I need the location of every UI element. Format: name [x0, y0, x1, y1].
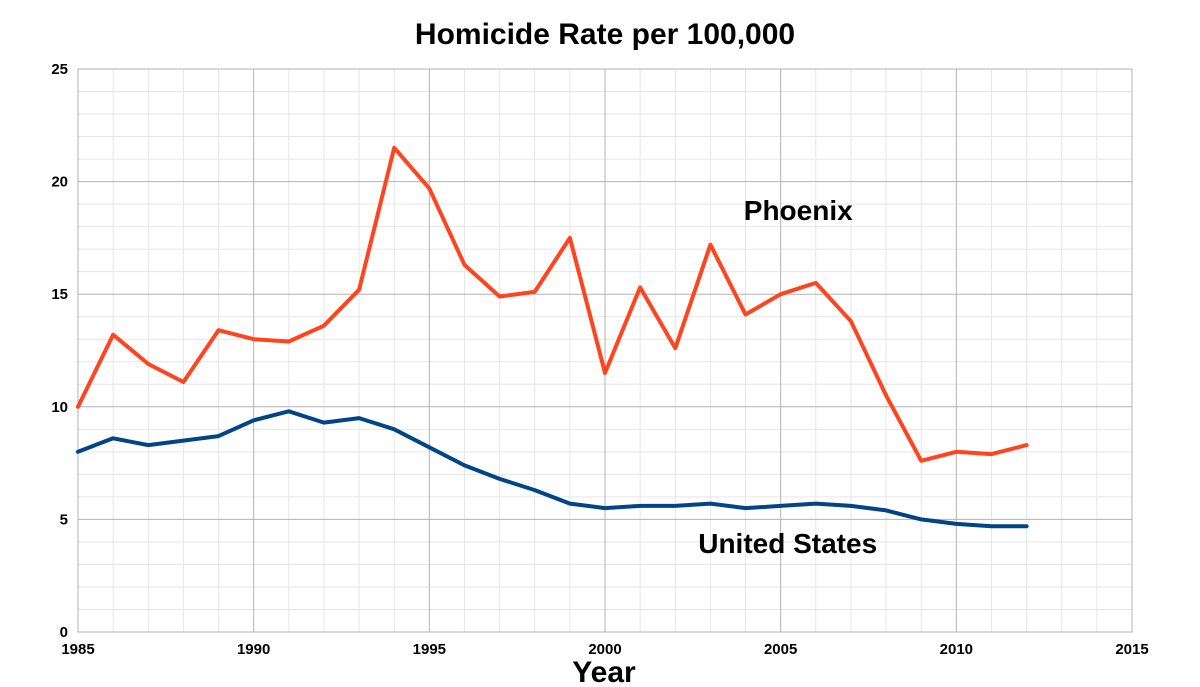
y-tick-label: 10 [51, 399, 68, 416]
series-label-phoenix: Phoenix [744, 195, 853, 226]
series-label-united-states: United States [698, 528, 877, 559]
plot-border [77, 68, 1133, 633]
series-line-united-states [76, 409, 1029, 529]
y-tick-label: 0 [60, 624, 68, 641]
chart-title: Homicide Rate per 100,000 [414, 18, 796, 51]
x-tick-label: 1990 [237, 641, 270, 658]
grid-lines [77, 68, 1133, 633]
x-tick-label: 2000 [588, 641, 621, 658]
y-tick-label: 20 [51, 174, 68, 191]
x-tick-label: 2015 [1115, 641, 1148, 658]
y-tick-label: 25 [51, 61, 68, 78]
y-tick-label: 5 [60, 511, 68, 528]
series-lines [76, 145, 1029, 529]
x-tick-label: 1985 [61, 641, 94, 658]
x-tick-label: 2010 [940, 641, 973, 658]
series-line-phoenix [76, 145, 1029, 463]
x-tick-label: 2005 [764, 641, 797, 658]
series-labels: Phoenix United States [698, 195, 877, 559]
y-tick-label: 15 [51, 286, 68, 303]
x-axis-title: Year [572, 656, 636, 687]
plot-frame [77, 68, 1133, 633]
y-tick-labels: 0 5 10 15 20 25 [51, 61, 68, 641]
x-tick-labels: 1985 1990 1995 2000 2005 2010 2015 [61, 641, 1148, 658]
x-tick-label: 1995 [413, 641, 446, 658]
